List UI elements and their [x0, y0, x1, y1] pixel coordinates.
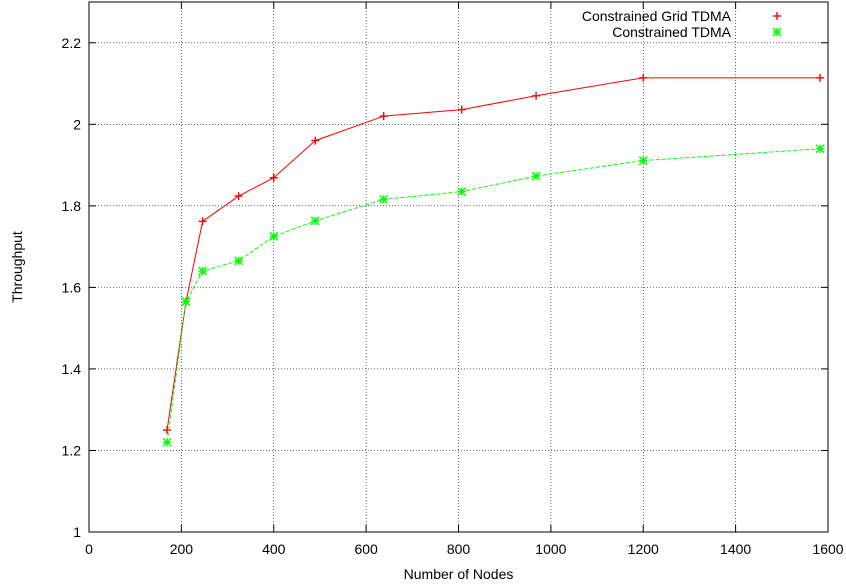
y-tick-label: 1: [73, 524, 81, 540]
series-line-0: [166, 77, 821, 431]
y-tick-label: 2: [73, 116, 81, 132]
data-point-star-icon: [457, 187, 467, 197]
data-point-plus-icon: [457, 105, 466, 114]
data-point-star-icon: [269, 231, 279, 241]
y-tick-label: 1.8: [62, 198, 82, 214]
data-point-plus-icon: [816, 73, 825, 82]
legend-marker-star-icon: [772, 27, 782, 37]
y-tick-label: 1.4: [62, 361, 82, 377]
data-point-plus-icon: [532, 91, 541, 100]
legend-label-constrained-grid-tdma: Constrained Grid TDMA: [582, 8, 732, 24]
x-tick-label: 200: [170, 541, 194, 557]
legend-star-icon: [772, 27, 782, 37]
x-tick-label: 400: [262, 541, 286, 557]
y-tick-label: 1.6: [62, 279, 82, 295]
x-tick-label: 600: [354, 541, 378, 557]
data-point-plus-icon: [234, 192, 243, 201]
data-point-star-icon: [379, 194, 389, 204]
data-point-plus-icon: [311, 136, 320, 145]
data-point-plus-icon: [269, 173, 278, 182]
x-tick-label: 0: [85, 541, 93, 557]
series-layer: [162, 73, 825, 447]
data-point-plus-icon: [163, 426, 172, 435]
data-point-plus-icon: [198, 217, 207, 226]
y-axis-label: Throughput: [9, 231, 25, 303]
data-point-star-icon: [638, 156, 648, 166]
data-point-plus-icon: [379, 112, 388, 121]
series-line-1: [166, 148, 821, 443]
y-tick-label: 2.2: [62, 35, 82, 51]
data-point-plus-icon: [639, 73, 648, 82]
data-point-star-icon: [162, 437, 172, 447]
axis-ticks: 0 200 400 600 800 1000 1200 1400 1600 1 1.2 1.4 1.6 1…: [62, 2, 844, 557]
data-point-star-icon: [310, 216, 320, 226]
grid: [89, 2, 828, 532]
legend-marker-plus-icon: [773, 12, 781, 20]
x-axis-label: Number of Nodes: [404, 566, 514, 582]
data-point-star-icon: [531, 171, 541, 181]
data-point-star-icon: [815, 144, 825, 154]
x-tick-label: 1600: [812, 541, 843, 557]
y-tick-label: 1.2: [62, 442, 82, 458]
x-tick-label: 1400: [720, 541, 751, 557]
data-point-star-icon: [234, 256, 244, 266]
legend-label-constrained-tdma: Constrained TDMA: [612, 24, 731, 40]
x-tick-label: 1200: [628, 541, 659, 557]
x-tick-label: 800: [447, 541, 471, 557]
legend: Constrained Grid TDMA Constrained TDMA: [582, 8, 782, 40]
data-point-star-icon: [198, 266, 208, 276]
data-point-star-icon: [181, 297, 191, 307]
legend-plus-icon: [773, 12, 781, 20]
x-tick-label: 1000: [535, 541, 566, 557]
